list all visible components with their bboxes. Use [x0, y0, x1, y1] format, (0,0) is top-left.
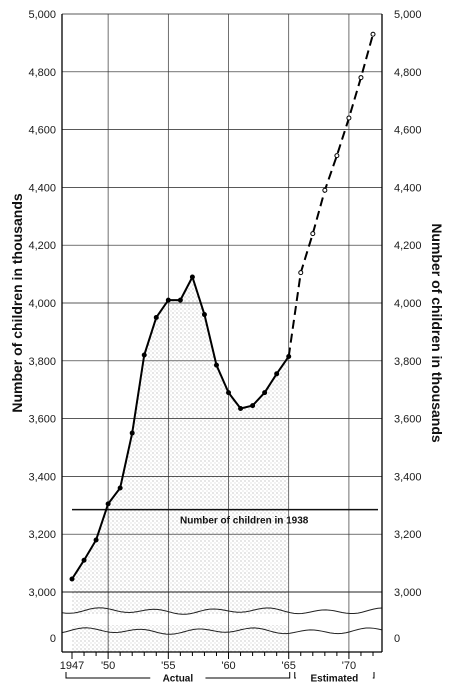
data-point-actual — [226, 390, 232, 396]
y-tick-label-right: 5,000 — [394, 9, 422, 21]
data-point-actual — [153, 314, 159, 320]
y-tick-label-left: 3,200 — [28, 529, 56, 541]
y-tick-label-left: 3,400 — [28, 471, 56, 483]
data-point-actual — [93, 537, 99, 543]
y-tick-label-right: 3,000 — [394, 587, 422, 599]
y-axis-title-left: Number of children in thousands — [9, 193, 25, 413]
axes-layer — [61, 14, 383, 659]
data-point-estimated — [346, 115, 352, 121]
y-tick-label-left: 4,200 — [28, 240, 56, 252]
series-line-estimated — [287, 33, 374, 357]
actual-area-layer — [72, 276, 289, 652]
data-point-estimated — [358, 75, 364, 81]
y-axis-title-right: Number of children in thousands — [429, 223, 445, 443]
period-label: Estimated — [310, 674, 358, 683]
zero-label-right: 0 — [394, 633, 400, 645]
grid-layer — [62, 13, 382, 652]
data-point-actual — [262, 390, 268, 396]
data-point-actual — [69, 576, 75, 582]
data-point-actual — [213, 362, 219, 368]
period-bracket-right-arm — [372, 672, 375, 679]
y-tick-label-right: 3,600 — [394, 414, 422, 426]
y-tick-label-right: 4,400 — [394, 182, 422, 194]
axis-break-lower — [61, 627, 383, 635]
period-bracket-left-arm — [294, 672, 296, 679]
period-bracket-left-arm — [65, 672, 151, 679]
actual-area-fill — [72, 276, 289, 614]
tick-labels-layer: 3,000 3,000 3,200 3,200 3,400 3,400 3,600 3,600… — [28, 9, 421, 672]
y-tick-label-left: 5,000 — [28, 9, 56, 21]
y-tick-label-left: 4,400 — [28, 182, 56, 194]
y-tick-label-left: 4,600 — [28, 125, 56, 137]
zero-strip-fill — [72, 625, 289, 652]
data-point-estimated — [334, 153, 340, 159]
y-tick-label-right: 4,600 — [394, 125, 422, 137]
axis-break-upper — [61, 607, 383, 615]
data-point-estimated — [322, 187, 328, 193]
data-point-actual — [165, 297, 171, 303]
reference-line-label: Number of children in 1938 — [180, 516, 309, 527]
y-tick-label-right: 3,800 — [394, 356, 422, 368]
y-tick-label-left: 4,800 — [28, 67, 56, 79]
axis-break-layer — [61, 607, 383, 635]
period-bracket-right-arm — [205, 672, 291, 679]
x-tick-label: '50 — [101, 660, 115, 672]
data-point-actual — [201, 312, 207, 318]
data-point-estimated — [370, 31, 376, 37]
y-tick-label-right: 4,000 — [394, 298, 422, 310]
series-layer — [69, 31, 376, 582]
zero-label-left: 0 — [50, 633, 56, 645]
x-tick-label: '60 — [221, 660, 235, 672]
data-point-actual — [117, 485, 123, 491]
y-tick-label-left: 3,000 — [28, 587, 56, 599]
y-tick-label-left: 4,000 — [28, 298, 56, 310]
x-tick-label: '65 — [282, 660, 296, 672]
data-point-actual — [177, 297, 183, 303]
data-point-actual — [189, 274, 195, 280]
data-point-estimated — [310, 231, 316, 237]
axis-titles-layer: Number of children in thousands Number of… — [9, 193, 445, 443]
x-tick-label: '55 — [161, 660, 175, 672]
period-label: Actual — [163, 674, 194, 683]
y-tick-label-left: 3,800 — [28, 356, 56, 368]
data-point-actual — [81, 557, 87, 563]
data-point-actual — [129, 430, 135, 436]
y-tick-label-right: 3,200 — [394, 529, 422, 541]
y-tick-label-right: 4,200 — [394, 240, 422, 252]
data-point-actual — [238, 405, 244, 411]
data-point-actual — [274, 371, 280, 377]
data-point-actual — [250, 403, 256, 409]
data-point-actual — [141, 352, 147, 358]
x-tick-label: '70 — [342, 660, 356, 672]
period-brackets-layer: Actual Estimated — [65, 672, 375, 683]
x-tick-label: 1947 — [60, 660, 84, 672]
data-point-actual — [105, 501, 111, 507]
data-point-estimated — [298, 270, 304, 276]
y-tick-label-right: 3,400 — [394, 471, 422, 483]
y-tick-label-right: 4,800 — [394, 67, 422, 79]
y-tick-label-left: 3,600 — [28, 414, 56, 426]
reference-layer: Number of children in 1938 — [72, 508, 378, 527]
